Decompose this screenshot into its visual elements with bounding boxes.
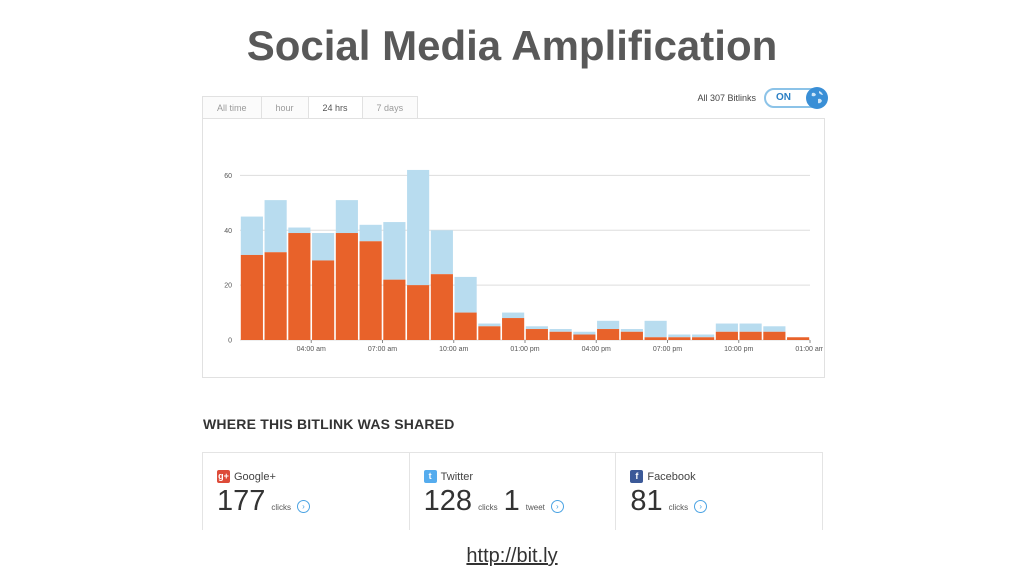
- bar-segment-light: [763, 326, 786, 332]
- arrow-right-icon[interactable]: ›: [694, 500, 708, 513]
- bar-segment-dark: [573, 334, 596, 340]
- bar-segment-dark: [715, 331, 738, 340]
- bar-segment-dark: [288, 233, 311, 340]
- bar-segment-dark: [668, 337, 691, 340]
- click-count: 128: [423, 485, 473, 517]
- clicks-label: clicks: [271, 503, 291, 512]
- bar-segment-light: [288, 227, 311, 234]
- bar-segment-light: [739, 323, 762, 332]
- bar-segment-dark: [240, 254, 263, 340]
- bar-segment-dark: [739, 331, 762, 340]
- bar-segment-light: [264, 200, 287, 253]
- bar-segment-dark: [264, 252, 287, 340]
- bar-segment-light: [335, 200, 358, 234]
- click-count: 81: [630, 485, 663, 517]
- clicks-chart: 0 20 40 60 04:00 am 07:00 am 10:00 am 01:00 pm 0…: [224, 169, 823, 353]
- globe-icon: [806, 87, 828, 109]
- facebook-icon: f: [630, 470, 644, 483]
- bar-segment-dark: [312, 260, 335, 340]
- x-tick-label: 04:00 pm: [582, 346, 611, 353]
- arrow-right-icon[interactable]: ›: [550, 500, 564, 513]
- bar-segment-light: [454, 276, 477, 313]
- bar-segment-light: [573, 331, 596, 335]
- bar-segment-light: [240, 216, 263, 255]
- clicks-label: clicks: [668, 503, 689, 512]
- bar-segment-dark: [763, 331, 786, 340]
- bar-segment-dark: [383, 279, 406, 340]
- toggle-state: ON: [776, 92, 791, 103]
- bar-segment-dark: [644, 337, 667, 340]
- tweet-label: tweet: [525, 503, 545, 512]
- tab-24-hrs[interactable]: 24 hrs: [307, 96, 363, 120]
- x-tick-label: 01:00 am: [795, 346, 823, 353]
- x-tick-label: 07:00 am: [368, 346, 397, 353]
- bar-segment-light: [668, 334, 691, 338]
- share-card-facebook: f Facebook 81 clicks ›: [615, 452, 824, 530]
- bar-segment-dark: [787, 337, 810, 340]
- x-tick-label: 10:00 pm: [724, 346, 753, 353]
- bar-segment-light: [692, 334, 715, 338]
- bar-segment-light: [644, 320, 667, 338]
- y-tick-label: 60: [224, 173, 232, 180]
- slide-title: Social Media Amplification: [246, 22, 778, 69]
- bar-segment-light: [359, 224, 382, 242]
- bar-segment-light: [312, 233, 335, 261]
- bitly-link[interactable]: http://bit.ly: [466, 545, 558, 567]
- share-card-google-plus: g+ Google+ 177 clicks ›: [202, 452, 409, 530]
- x-tick-label: 01:00 pm: [510, 346, 539, 353]
- bar-segment-dark: [549, 331, 572, 340]
- share-name: Google+: [234, 470, 276, 483]
- bar-segment-dark: [692, 337, 715, 340]
- x-tick-label: 07:00 pm: [653, 346, 682, 353]
- clicks-label: clicks: [478, 503, 498, 512]
- time-range-tabs: All time hour 24 hrs 7 days: [202, 96, 419, 120]
- bar-segment-light: [407, 169, 430, 286]
- bitlinks-toggle-area: All 307 Bitlinks ON: [697, 87, 828, 109]
- bar-segment-light: [715, 323, 738, 332]
- bar-segment-dark: [597, 329, 620, 340]
- share-card-twitter: t Twitter 128 clicks 1 tweet ›: [408, 452, 616, 530]
- google-plus-icon: g+: [217, 470, 230, 483]
- bar-segment-light: [383, 222, 406, 280]
- click-count: 177: [217, 485, 266, 517]
- bar-segment-dark: [430, 274, 453, 340]
- tab-7-days[interactable]: 7 days: [361, 96, 419, 119]
- bar-segment-dark: [454, 312, 477, 340]
- twitter-icon: t: [423, 470, 437, 483]
- bar-segment-dark: [359, 241, 382, 340]
- share-name: Twitter: [440, 470, 474, 483]
- bar-segment-light: [478, 323, 501, 327]
- bitlinks-toggle[interactable]: ON: [764, 87, 828, 109]
- x-tick-label: 10:00 am: [439, 346, 468, 353]
- bar-segment-dark: [502, 318, 525, 340]
- y-tick-label: 0: [228, 338, 232, 345]
- arrow-right-icon[interactable]: ›: [296, 500, 310, 513]
- bar-segment-light: [502, 312, 525, 319]
- bar-segment-light: [430, 230, 453, 275]
- tweet-count: 1: [503, 485, 520, 517]
- x-tick-label: 04:00 am: [297, 346, 326, 353]
- y-tick-label: 20: [224, 283, 232, 290]
- tab-all-time[interactable]: All time: [202, 96, 262, 119]
- bar-segment-dark: [478, 326, 501, 340]
- bar-segment-dark: [620, 331, 643, 340]
- bar-segment-dark: [407, 285, 430, 340]
- bar-segment-light: [525, 326, 548, 330]
- share-cards: g+ Google+ 177 clicks › t Twitter 128 cl…: [202, 452, 824, 530]
- tab-hour[interactable]: hour: [260, 96, 309, 119]
- bar-segment-dark: [335, 233, 358, 340]
- bar-segment-light: [597, 320, 620, 330]
- share-name: Facebook: [647, 470, 696, 483]
- y-tick-label: 40: [224, 228, 232, 235]
- bar-segment-dark: [525, 329, 548, 340]
- section-title: WHERE THIS BITLINK WAS SHARED: [203, 416, 455, 432]
- bar-segment-light: [549, 329, 572, 332]
- bar-segment-light: [620, 329, 643, 332]
- bitlinks-toggle-label: All 307 Bitlinks: [697, 93, 756, 103]
